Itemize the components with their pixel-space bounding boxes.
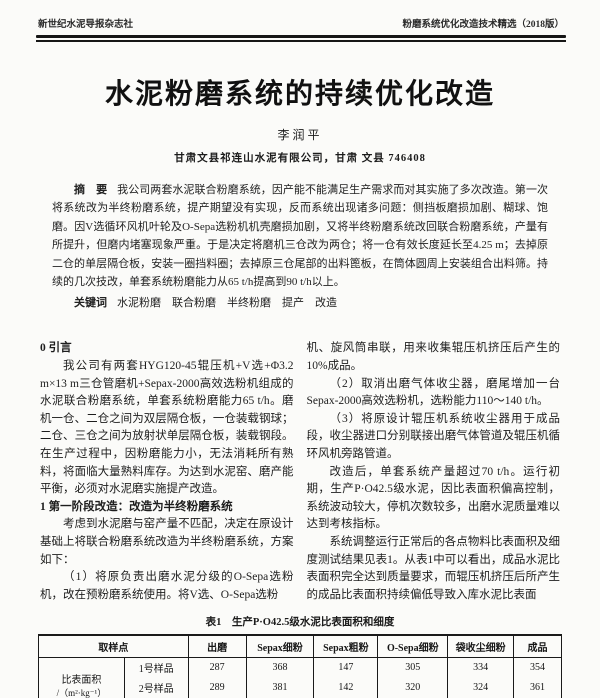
value-cell: 361 bbox=[513, 677, 562, 698]
value-cell: 142 bbox=[313, 677, 379, 698]
table-header-row: 取样点 出磨 Sepax细粉 Sepax粗粉 O-Sepa细粉 袋收尘细粉 成品 bbox=[38, 635, 562, 658]
keywords: 关键词 水泥粉磨 联合粉磨 半终粉磨 提产 改造 bbox=[52, 294, 548, 310]
value-cell: 320 bbox=[377, 677, 449, 698]
value-cell: 381 bbox=[245, 677, 315, 698]
section-heading: 1 第一阶段改造：改造为半终粉磨系统 bbox=[40, 500, 233, 513]
header-rule-thick bbox=[36, 35, 566, 38]
value-cell: 354 bbox=[513, 657, 562, 678]
section-heading: 0 引言 bbox=[40, 342, 72, 355]
author: 李润平 bbox=[277, 128, 323, 142]
header-rule bbox=[36, 35, 566, 42]
keywords-label: 关键词 bbox=[74, 297, 107, 310]
column-header: Sepax粗粉 bbox=[313, 635, 379, 658]
page-title: 水泥粉磨系统的持续优化改造 bbox=[104, 79, 495, 110]
column-header: Sepax细粉 bbox=[245, 635, 315, 658]
paragraph: 我公司有两套HYG120-45辊压机+V选+Φ3.2 m×13 m三仓管磨机+S… bbox=[40, 360, 294, 496]
value-cell: 324 bbox=[447, 677, 515, 698]
column-header: 出磨 bbox=[187, 635, 247, 658]
running-header: 新世纪水泥导报杂志社 粉磨系统优化改造技术精选（2018版） bbox=[38, 16, 564, 30]
column-header: 取样点 bbox=[38, 635, 189, 658]
data-table: 取样点 出磨 Sepax细粉 Sepax粗粉 O-Sepa细粉 袋收尘细粉 成品… bbox=[38, 634, 562, 698]
paragraph: （2）取消出磨气体收尘器，磨尾增加一台Sepax-2000高效选粉机，选粉能力1… bbox=[306, 377, 561, 408]
keywords-text: 水泥粉磨 联合粉磨 半终粉磨 提产 改造 bbox=[117, 297, 337, 310]
row-group-label: 比表面积 /（m²·kg⁻¹） bbox=[38, 657, 125, 698]
column-header: 袋收尘细粉 bbox=[447, 635, 515, 658]
left-column: 0 引言 我公司有两套HYG120-45辊压机+V选+Φ3.2 m×13 m三仓… bbox=[40, 340, 294, 604]
value-cell: 289 bbox=[187, 677, 247, 698]
column-header: O-Sepa细粉 bbox=[377, 635, 449, 658]
right-column: 机、旋风筒串联，用来收集辊压机挤压后产生的10%成品。 （2）取消出磨气体收尘器… bbox=[307, 340, 561, 604]
value-cell: 305 bbox=[377, 657, 449, 678]
value-cell: 147 bbox=[313, 657, 379, 678]
journal-name: 新世纪水泥导报杂志社 bbox=[38, 20, 134, 30]
paragraph: （1）将原负责出磨水泥分级的O-Sepa选粉机，改在预粉磨系统使用。将V选、O-… bbox=[40, 571, 294, 601]
paragraph: 考虑到水泥磨与窑产量不匹配，决定在原设计基础上将联合粉磨系统改造为半终粉磨系统，… bbox=[40, 518, 294, 566]
affiliation: 甘肃文县祁连山水泥有限公司，甘肃 文县 746408 bbox=[174, 153, 426, 164]
column-header: 成品 bbox=[513, 635, 562, 658]
table-row: 比表面积 /（m²·kg⁻¹） 1号样品 287 368 147 305 334… bbox=[38, 657, 562, 698]
abstract: 摘 要我公司两套水泥联合粉磨系统，因产能不能满足生产需求而对其实施了多次改造。第… bbox=[52, 181, 548, 291]
sample-cell: 2号样品 bbox=[123, 677, 189, 698]
abstract-text: 我公司两套水泥联合粉磨系统，因产能不能满足生产需求而对其实施了多次改造。第一次将… bbox=[52, 184, 549, 289]
row-group-name: 比表面积 bbox=[61, 675, 102, 687]
header-rule-thin bbox=[36, 40, 566, 42]
body-columns: 0 引言 我公司有两套HYG120-45辊压机+V选+Φ3.2 m×13 m三仓… bbox=[40, 340, 560, 604]
paragraph: （3）将原设计辊压机系统收尘器用于成品段，收尘器进口分别联接出磨气体管道及辊压机… bbox=[306, 412, 561, 460]
paragraph: 改造后，单套系统产量超过70 t/h。运行初期，生产P·O42.5级水泥，因比表… bbox=[306, 465, 561, 531]
sample-cell: 1号样品 bbox=[123, 657, 189, 678]
table-group-surface-area: 比表面积 /（m²·kg⁻¹） 1号样品 287 368 147 305 334… bbox=[38, 657, 562, 698]
value-cell: 334 bbox=[447, 657, 515, 678]
paragraph-continued: 机、旋风筒串联，用来收集辊压机挤压后产生的10%成品。 bbox=[306, 342, 561, 373]
table-row: 2号样品 289 381 142 320 324 361 bbox=[39, 677, 562, 698]
table-caption: 表1 生产P·O42.5级水泥比表面积和细度 bbox=[205, 617, 395, 629]
collection-title: 粉磨系统优化改造技术精选（2018版） bbox=[402, 20, 564, 30]
paragraph: 系统调整运行正常后的各点物料比表面积及细度测试结果见表1。从表1中可以看出，成品… bbox=[306, 535, 561, 601]
abstract-label: 摘 要 bbox=[74, 184, 108, 196]
row-group-unit: /（m²·kg⁻¹） bbox=[56, 688, 107, 698]
value-cell: 368 bbox=[245, 657, 315, 678]
value-cell: 287 bbox=[187, 657, 247, 678]
